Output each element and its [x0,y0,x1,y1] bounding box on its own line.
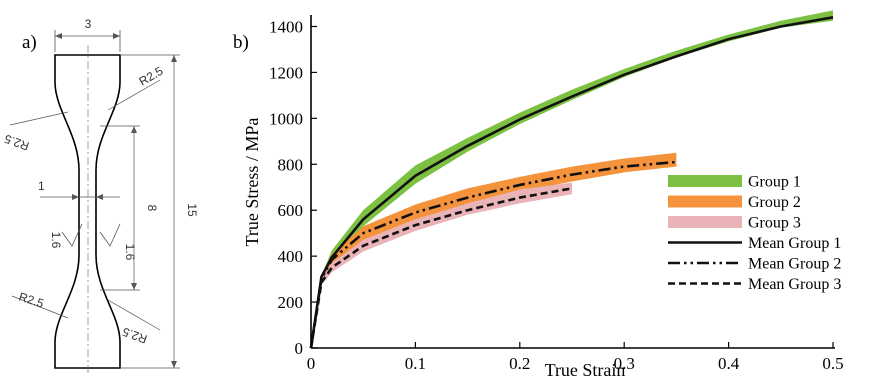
y-tick-label: 200 [278,293,304,312]
panel-a-label: a) [22,32,37,53]
legend-label: Mean Group 1 [748,235,841,252]
x-axis-title: True Strain [545,360,626,378]
axes: 0 200 400 600 800 1000 1200 1400 0 0.1 0.2 0.3 0.4 0.… [269,15,844,373]
x-tick-label: 0.4 [718,354,740,373]
legend-label: Group 2 [748,194,801,211]
roughness-symbol [61,223,83,247]
y-tick-label: 400 [278,247,304,266]
dim-arrows [72,194,103,200]
y-tick-label: 1000 [269,109,303,128]
y-tick-label: 1200 [269,63,303,82]
legend: Group 1 Group 2 Group 3 Mean Group 1 Mean Gr… [668,174,841,293]
legend-label: Mean Group 3 [748,276,841,293]
dim-neck-width: 1 [38,179,45,193]
mean-line-layer [309,16,834,349]
dim-roughness-left: 1.6 [49,232,63,249]
x-tick-label: 0 [307,354,316,373]
dim-gauge-length: 8 [145,205,159,212]
legend-swatch-band [668,216,742,228]
y-tick-label: 0 [295,339,304,358]
legend-swatch-band [668,175,742,187]
radius-leader [11,295,69,319]
x-tick-label: 0.5 [822,354,843,373]
y-tick-label: 800 [278,155,304,174]
x-tick-label: 0.2 [509,354,530,373]
radius-leader [107,79,161,111]
x-tick-label: 0.1 [405,354,426,373]
y-axis-title: True Stress / MPa [242,118,262,247]
mean-line-group-1 [309,16,834,349]
stress-strain-chart: b) 0 200 400 600 800 1000 1200 1400 0 0.1 0.2 0.3 0.… [233,10,844,378]
legend-label: Group 1 [748,174,801,191]
dim-top-width: 3 [85,17,92,31]
panel-b-label: b) [233,32,249,53]
x-tick-label: 0.3 [614,354,635,373]
dim-radius-upper-left: R2.5 [2,131,31,153]
radius-leader [107,299,161,331]
specimen-outline [54,54,121,369]
dim-roughness-right: 1.6 [123,244,137,261]
band-group-2 [321,152,677,282]
dim-arrows [55,33,120,39]
y-tick-label: 1400 [269,17,303,36]
mean-line-group-3 [309,187,573,349]
dim-total-length: 15 [185,203,199,217]
legend-swatch-band [668,195,742,208]
dim-radius-lower-left: R2.5 [17,290,46,311]
radius-leader [9,111,69,126]
roughness-symbol [99,223,121,247]
legend-label: Group 3 [748,215,801,232]
y-tick-label: 600 [278,201,304,220]
dim-radius-lower-right: R2.5 [120,324,149,346]
legend-label: Mean Group 2 [748,256,841,273]
specimen-drawing-panel: a) 3 1 8 15 R2.5 R2.5 R2.5 [2,17,199,375]
mean-line-group-2 [309,160,677,349]
